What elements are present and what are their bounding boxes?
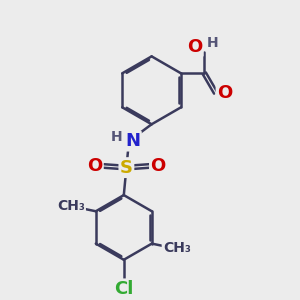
Text: S: S	[120, 159, 133, 177]
Text: N: N	[125, 132, 140, 150]
Text: O: O	[87, 157, 102, 175]
Text: O: O	[217, 84, 232, 102]
Text: Cl: Cl	[114, 280, 134, 298]
Text: H: H	[207, 36, 218, 50]
Text: CH₃: CH₃	[57, 200, 85, 213]
Text: O: O	[187, 38, 202, 56]
Text: O: O	[151, 157, 166, 175]
Text: H: H	[111, 130, 122, 144]
Text: CH₃: CH₃	[163, 242, 190, 256]
